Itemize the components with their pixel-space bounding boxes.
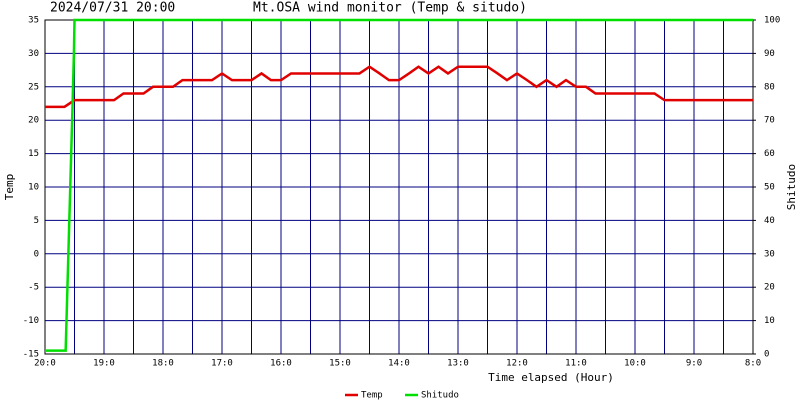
x-tick-label: 19:0 — [93, 359, 115, 369]
y-tick-label: 5 — [34, 216, 39, 226]
chart-title: 2024/07/31 20:00 — [50, 1, 175, 16]
x-tick-label: 18:0 — [152, 359, 174, 369]
y-tick-label: 15 — [28, 149, 39, 159]
y-axis-label: Temp — [3, 174, 16, 201]
y2-tick-label: 60 — [764, 149, 775, 159]
y-tick-label: 35 — [28, 16, 39, 26]
x-tick-label: 9:0 — [686, 359, 702, 369]
y-tick-label: 25 — [28, 82, 39, 92]
y2-tick-label: 90 — [764, 49, 775, 59]
legend-label: Temp — [361, 391, 383, 400]
x-tick-label: 14:0 — [388, 359, 410, 369]
x-tick-label: 13:0 — [447, 359, 469, 369]
x-tick-label: 17:0 — [211, 359, 233, 369]
legend-label: Shitudo — [421, 391, 459, 400]
series-line — [45, 65, 753, 109]
y2-tick-label: 0 — [764, 350, 769, 360]
x-tick-label: 11:0 — [565, 359, 587, 369]
y2-tick-label: 100 — [764, 16, 780, 26]
y2-tick-label: 30 — [764, 249, 775, 259]
x-tick-label: 16:0 — [270, 359, 292, 369]
y-tick-label: -15 — [23, 350, 39, 360]
y2-tick-label: 50 — [764, 183, 775, 193]
x-axis-label: Time elapsed (Hour) — [488, 371, 614, 384]
chart-subtitle: Mt.OSA wind monitor (Temp & situdo) — [253, 1, 527, 16]
y2-tick-label: 40 — [764, 216, 775, 226]
y2-tick-label: 10 — [764, 316, 775, 326]
y-tick-label: 0 — [34, 249, 39, 259]
y2-tick-label: 80 — [764, 82, 775, 92]
y2-tick-label: 70 — [764, 116, 775, 126]
y2-axis-label: Shitudo — [785, 164, 798, 210]
y-tick-label: -10 — [23, 316, 39, 326]
x-tick-label: 8:0 — [745, 359, 761, 369]
y2-tick-label: 20 — [764, 283, 775, 293]
x-tick-label: 12:0 — [506, 359, 528, 369]
x-tick-label: 10:0 — [624, 359, 646, 369]
y-tick-label: 10 — [28, 183, 39, 193]
x-tick-label: 15:0 — [329, 359, 351, 369]
series-line — [45, 18, 753, 352]
x-tick-label: 20:0 — [34, 359, 56, 369]
y-tick-label: 30 — [28, 49, 39, 59]
y-tick-label: -5 — [28, 283, 39, 293]
y-tick-label: 20 — [28, 116, 39, 126]
